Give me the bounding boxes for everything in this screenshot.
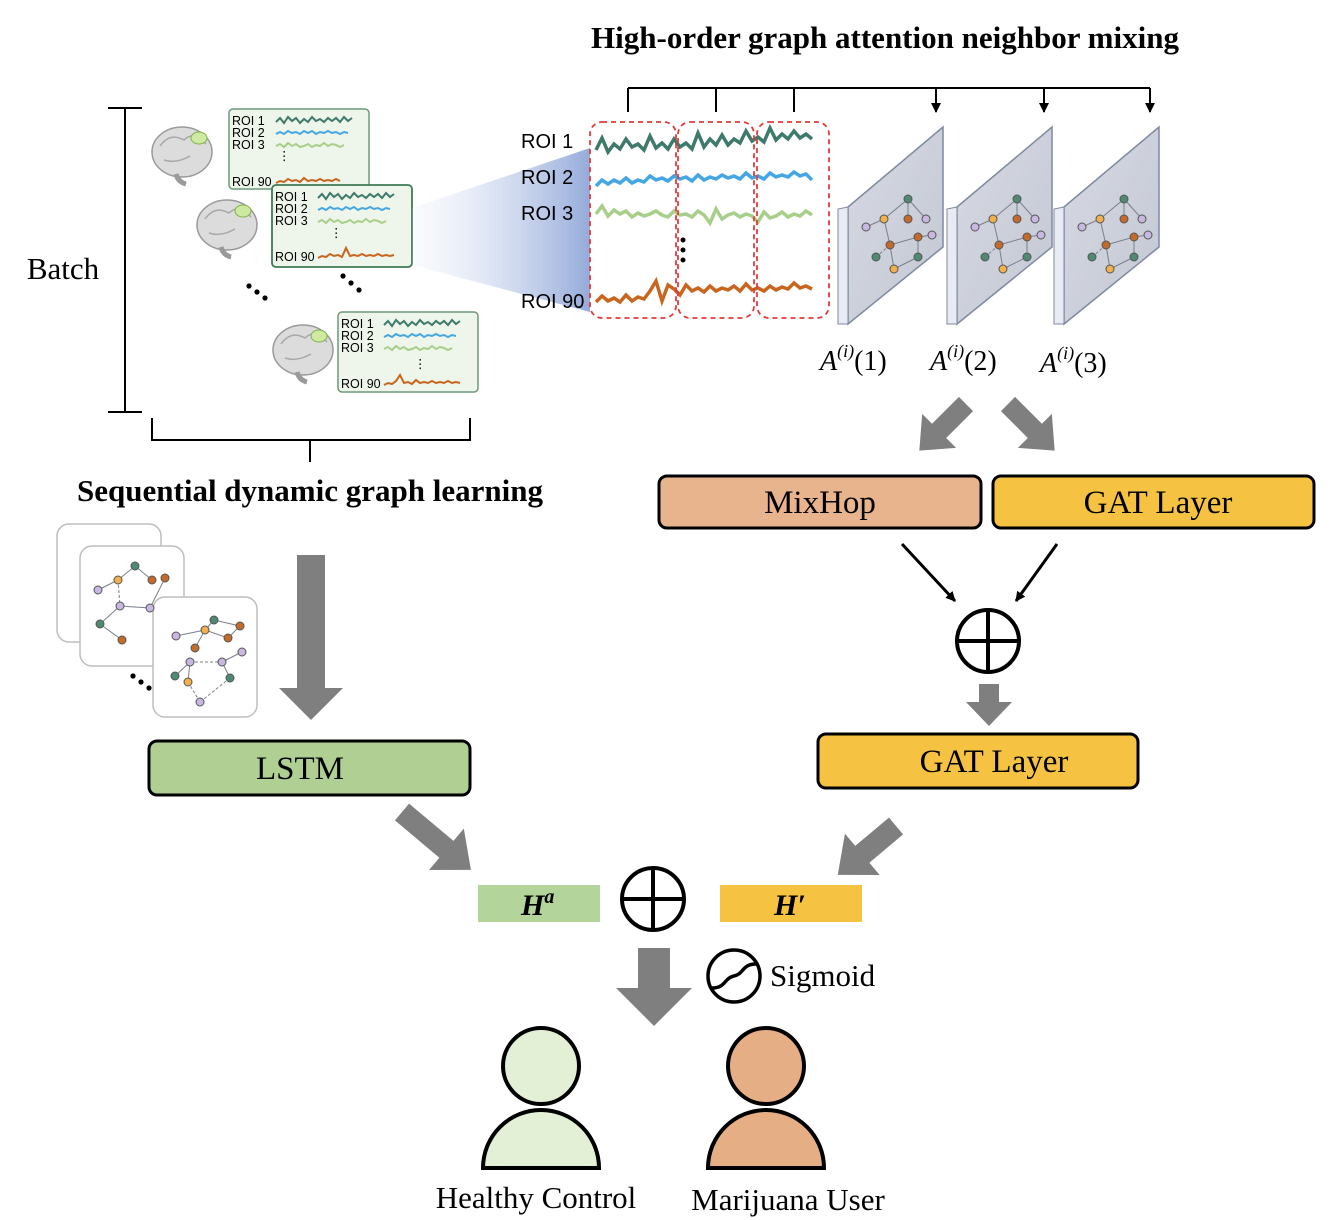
roi2-small-label: ROI 2: [341, 329, 374, 343]
mixhop-box: MixHop: [657, 474, 983, 530]
arrow-mixhop-to-concat: [900, 542, 957, 603]
window-3: [756, 121, 830, 319]
healthy-control-person: [480, 1026, 602, 1170]
small-ellipsis: ⋮: [278, 149, 291, 163]
roi3-small-label: ROI 3: [341, 341, 374, 355]
sequential-title: Sequential dynamic graph learning: [77, 473, 543, 508]
batch-samples: ROI 1 ROI 2 ROI 3 ⋮ ROI 90 ROI 1 ROI 2 R…: [151, 108, 479, 393]
roi2-small-label: ROI 2: [232, 126, 265, 140]
concat-symbol-top: [955, 608, 1021, 674]
window-1: [589, 121, 677, 319]
high-order-title: High-order graph attention neighbor mixi…: [591, 20, 1179, 55]
h-prime-embedding: H′: [720, 885, 862, 922]
gat-layer-bottom-box: GAT Layer: [816, 732, 1140, 790]
brain-icon: [196, 199, 258, 260]
arrow-to-gat-bottom: [966, 684, 1012, 726]
arrow-lstm-to-ha: [394, 803, 471, 870]
roi90-small-label: ROI 90: [275, 250, 315, 264]
batch-label: Batch: [27, 251, 100, 286]
adjacency-plate-2: [946, 125, 1053, 326]
brain-icon: [151, 126, 213, 187]
horizontal-curly-brace: [151, 418, 471, 462]
h-a-embedding: Ha: [478, 885, 600, 922]
healthy-control-label: Healthy Control: [436, 1180, 637, 1215]
h-prime-label: H′: [773, 889, 806, 922]
adjacency-label-2: A(i)(2): [928, 341, 997, 377]
roi90-small-label: ROI 90: [341, 377, 381, 391]
signal-card-3: ROI 1 ROI 2 ROI 3 ⋮ ROI 90: [337, 311, 479, 393]
ellipsis-dots: [246, 273, 362, 301]
roi-signal-panel: ROI 1 ROI 2 ROI 3 ROI 90: [521, 121, 830, 319]
brain-icon: [272, 324, 334, 385]
roi90-small-label: ROI 90: [232, 175, 272, 189]
roi3-small-label: ROI 3: [232, 138, 265, 152]
adjacency-label-1: A(i)(1): [818, 341, 887, 377]
roi3-signal: [594, 202, 813, 227]
adjacency-label-3: A(i)(3): [1038, 343, 1107, 379]
stack-dots: [130, 673, 152, 691]
roi1-small-label: ROI 1: [341, 317, 374, 331]
roi3-label: ROI 3: [521, 203, 573, 225]
adjacency-plate-3: [1053, 125, 1160, 326]
window-2: [677, 121, 755, 319]
concat-symbol-bottom: [620, 866, 686, 932]
batch-bracket: [108, 107, 142, 413]
small-ellipsis: ⋮: [414, 357, 427, 371]
gat-layer-top-box: GAT Layer: [991, 474, 1316, 530]
roi2-small-label: ROI 2: [275, 202, 308, 216]
roi1-small-label: ROI 1: [232, 114, 265, 128]
window-connector: [627, 87, 1155, 113]
h-a-label: Ha: [520, 886, 554, 922]
adjacency-plates: [837, 125, 1160, 326]
lstm-label: LSTM: [256, 751, 344, 787]
arrow-to-lstm: [279, 555, 343, 720]
roi90-signal: [594, 276, 813, 307]
sigmoid-label: Sigmoid: [770, 958, 876, 993]
roi2-label: ROI 2: [521, 167, 573, 189]
gat-bottom-label: GAT Layer: [920, 744, 1069, 780]
marijuana-user-person: [705, 1026, 827, 1170]
roi1-small-label: ROI 1: [275, 190, 308, 204]
roi3-small-label: ROI 3: [275, 214, 308, 228]
arrow-to-output: [616, 948, 692, 1026]
arrow-gat-to-concat: [1014, 543, 1059, 602]
marijuana-user-label: Marijuana User: [691, 1182, 885, 1217]
arrow-to-gat: [1000, 396, 1055, 451]
signal-card-1: ROI 1 ROI 2 ROI 3 ⋮ ROI 90: [228, 108, 370, 190]
small-ellipsis: ⋮: [330, 226, 343, 240]
vertical-ellipsis: [680, 237, 686, 263]
gray-arrows: [279, 396, 1055, 1026]
roi90-label: ROI 90: [521, 291, 584, 313]
arrow-gat-to-hprime: [837, 817, 904, 875]
mixhop-label: MixHop: [764, 485, 876, 521]
zoom-cone: [412, 148, 590, 312]
lstm-box: LSTM: [147, 739, 472, 797]
arrow-to-mixhop: [919, 396, 974, 451]
signal-card-2: ROI 1 ROI 2 ROI 3 ⋮ ROI 90: [271, 184, 413, 268]
adjacency-plate-1: [837, 125, 944, 326]
roi1-label: ROI 1: [521, 131, 573, 153]
gat-top-label: GAT Layer: [1084, 485, 1233, 521]
roi1-signal: [594, 123, 814, 156]
roi2-signal: [594, 169, 814, 188]
sigmoid-icon: [706, 948, 762, 1004]
dynamic-graph-stack: [56, 523, 258, 718]
